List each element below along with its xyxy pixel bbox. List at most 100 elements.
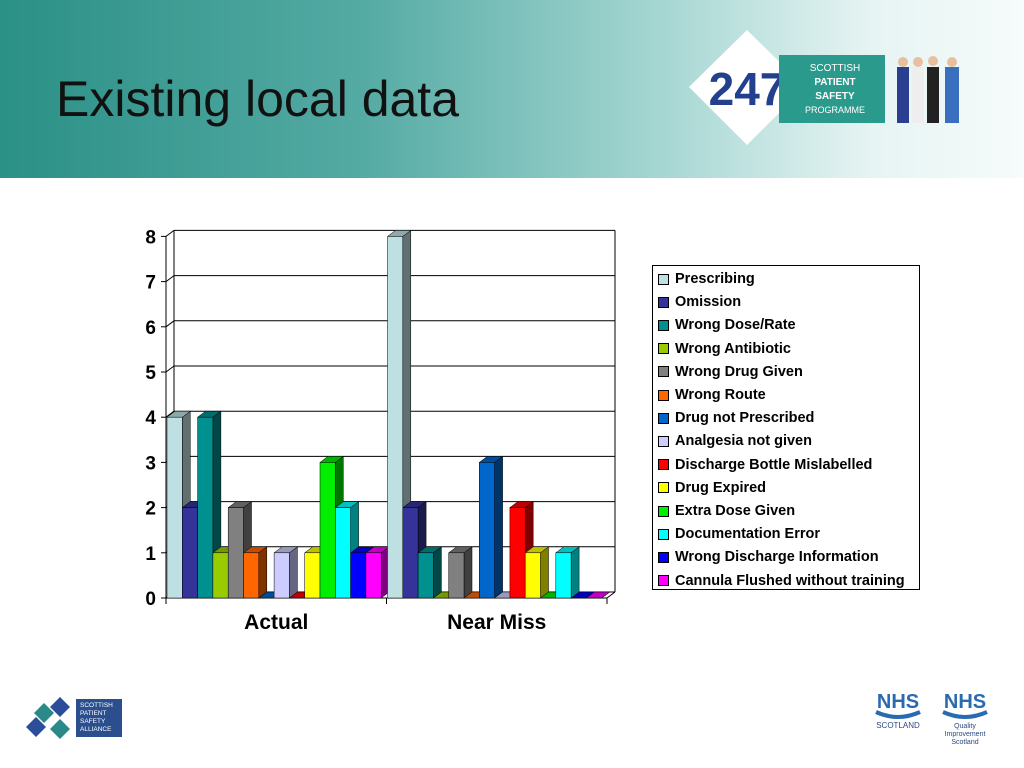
bar — [319, 462, 336, 599]
legend-label: Documentation Error — [675, 526, 821, 543]
legend-swatch — [658, 389, 669, 401]
chart-legend: Prescribing Omission Wrong Dose/Rate Wrong … — [652, 265, 920, 590]
gridline-side — [165, 229, 175, 237]
logo-line: SCOTTISH — [810, 63, 861, 74]
y-tick-label: 5 — [145, 363, 156, 384]
bar-side — [289, 546, 298, 599]
bar-side — [540, 546, 549, 599]
floor-edge — [606, 591, 616, 599]
logo-line: SAFETY — [80, 718, 106, 725]
legend-label: Extra Dose Given — [675, 503, 796, 519]
legend-label: Analgesia not given — [675, 433, 812, 450]
legend-item: Prescribing — [658, 269, 755, 289]
legend-item: Drug not Prescribed — [658, 408, 814, 428]
legend-swatch — [658, 575, 669, 587]
gridline-side — [165, 365, 175, 373]
gridline-side — [165, 275, 175, 283]
legend-swatch — [658, 412, 669, 424]
y-tick-label: 7 — [145, 273, 156, 294]
bar — [365, 552, 382, 599]
legend-label: Drug not Prescribed — [675, 410, 815, 427]
y-tick-label: 4 — [145, 408, 156, 429]
legend-swatch — [658, 528, 669, 540]
scottish-patient-safety-programme-logo: 247 SCOTTISH PATIENT SAFETY PROGRAMME — [689, 30, 885, 145]
y-tick-label: 2 — [145, 499, 156, 520]
bar — [197, 416, 214, 599]
bar — [212, 552, 229, 599]
x-tick-label: Actual — [244, 611, 308, 634]
legend-swatch — [658, 435, 669, 447]
legend-label: Wrong Discharge Information — [675, 549, 879, 566]
legend-item: Discharge Bottle Mislabelled — [658, 455, 872, 475]
bar — [448, 552, 465, 599]
bar-top — [585, 591, 611, 599]
logo-line: SCOTTISH — [80, 702, 113, 709]
bar-side — [433, 546, 442, 599]
legend-swatch — [658, 296, 669, 308]
legend-label: Drug Expired — [675, 479, 767, 496]
legend-swatch — [658, 459, 669, 471]
legend-label: Wrong Drug Given — [675, 363, 803, 380]
legend-item: Wrong Antibiotic — [658, 339, 791, 359]
bar — [304, 552, 321, 599]
bar — [166, 416, 183, 599]
legend-swatch — [658, 482, 669, 494]
gridline-side — [165, 320, 175, 328]
legend-item: Analgesia not given — [658, 431, 812, 451]
y-tick-label: 3 — [145, 453, 156, 474]
legend-item: Omission — [658, 292, 741, 312]
bar — [243, 552, 260, 599]
gridline-side — [165, 410, 175, 418]
legend-item: Wrong Drug Given — [658, 362, 803, 382]
legend-item: Drug Expired — [658, 478, 766, 498]
bar-side — [258, 546, 268, 599]
legend-swatch — [658, 343, 669, 355]
legend-item: Extra Dose Given — [658, 501, 795, 521]
logo-sub: Quality — [954, 723, 976, 730]
legend-item: Wrong Discharge Information — [658, 547, 879, 567]
scottish-patient-safety-alliance-logo: SCOTTISH PATIENT SAFETY ALLIANCE — [26, 697, 122, 739]
legend-swatch — [658, 273, 669, 285]
bar — [509, 507, 526, 599]
staff-photo — [897, 56, 959, 123]
nhs-qis-logo: NHS — [944, 691, 986, 713]
legend-item: Cannula Flushed without training — [658, 571, 905, 591]
logo-line: PROGRAMME — [805, 105, 865, 115]
bar — [479, 462, 495, 599]
legend-label: Prescribing — [675, 271, 755, 287]
legend-swatch — [658, 319, 669, 331]
page-title: Existing local data — [56, 71, 460, 127]
legend-item: Wrong Route — [658, 385, 766, 405]
y-tick-label: 1 — [145, 544, 156, 565]
legend-label: Discharge Bottle Mislabelled — [675, 456, 873, 473]
logo-sub: Scotland — [951, 739, 978, 746]
bar — [555, 552, 572, 599]
logo-line: SAFETY — [815, 91, 855, 102]
svg-text:247: 247 — [709, 63, 786, 115]
logo-sub: SCOTLAND — [876, 721, 920, 730]
logo-line: PATIENT — [80, 710, 107, 717]
bar — [387, 236, 404, 599]
bar-side — [570, 546, 580, 599]
logo-line: PATIENT — [814, 77, 855, 88]
legend-swatch — [658, 551, 669, 563]
bar-side — [463, 546, 473, 599]
bar — [402, 507, 419, 599]
x-tick-label: Near Miss — [447, 611, 546, 634]
bar — [417, 552, 434, 599]
legend-label: Wrong Dose/Rate — [675, 317, 796, 334]
y-tick-label: 0 — [145, 589, 156, 610]
legend-item: Documentation Error — [658, 524, 820, 544]
legend-label: Omission — [675, 294, 742, 311]
bar — [335, 507, 351, 599]
legend-label: Wrong Route — [675, 387, 766, 403]
legend-item: Wrong Dose/Rate — [658, 315, 796, 335]
legend-label: Wrong Antibiotic — [675, 340, 791, 357]
y-tick-label: 6 — [145, 318, 156, 339]
y-tick-label: 8 — [145, 227, 156, 248]
legend-label: Cannula Flushed without training — [675, 572, 905, 589]
bar — [524, 552, 541, 599]
legend-swatch — [658, 366, 669, 378]
bar — [182, 507, 198, 599]
